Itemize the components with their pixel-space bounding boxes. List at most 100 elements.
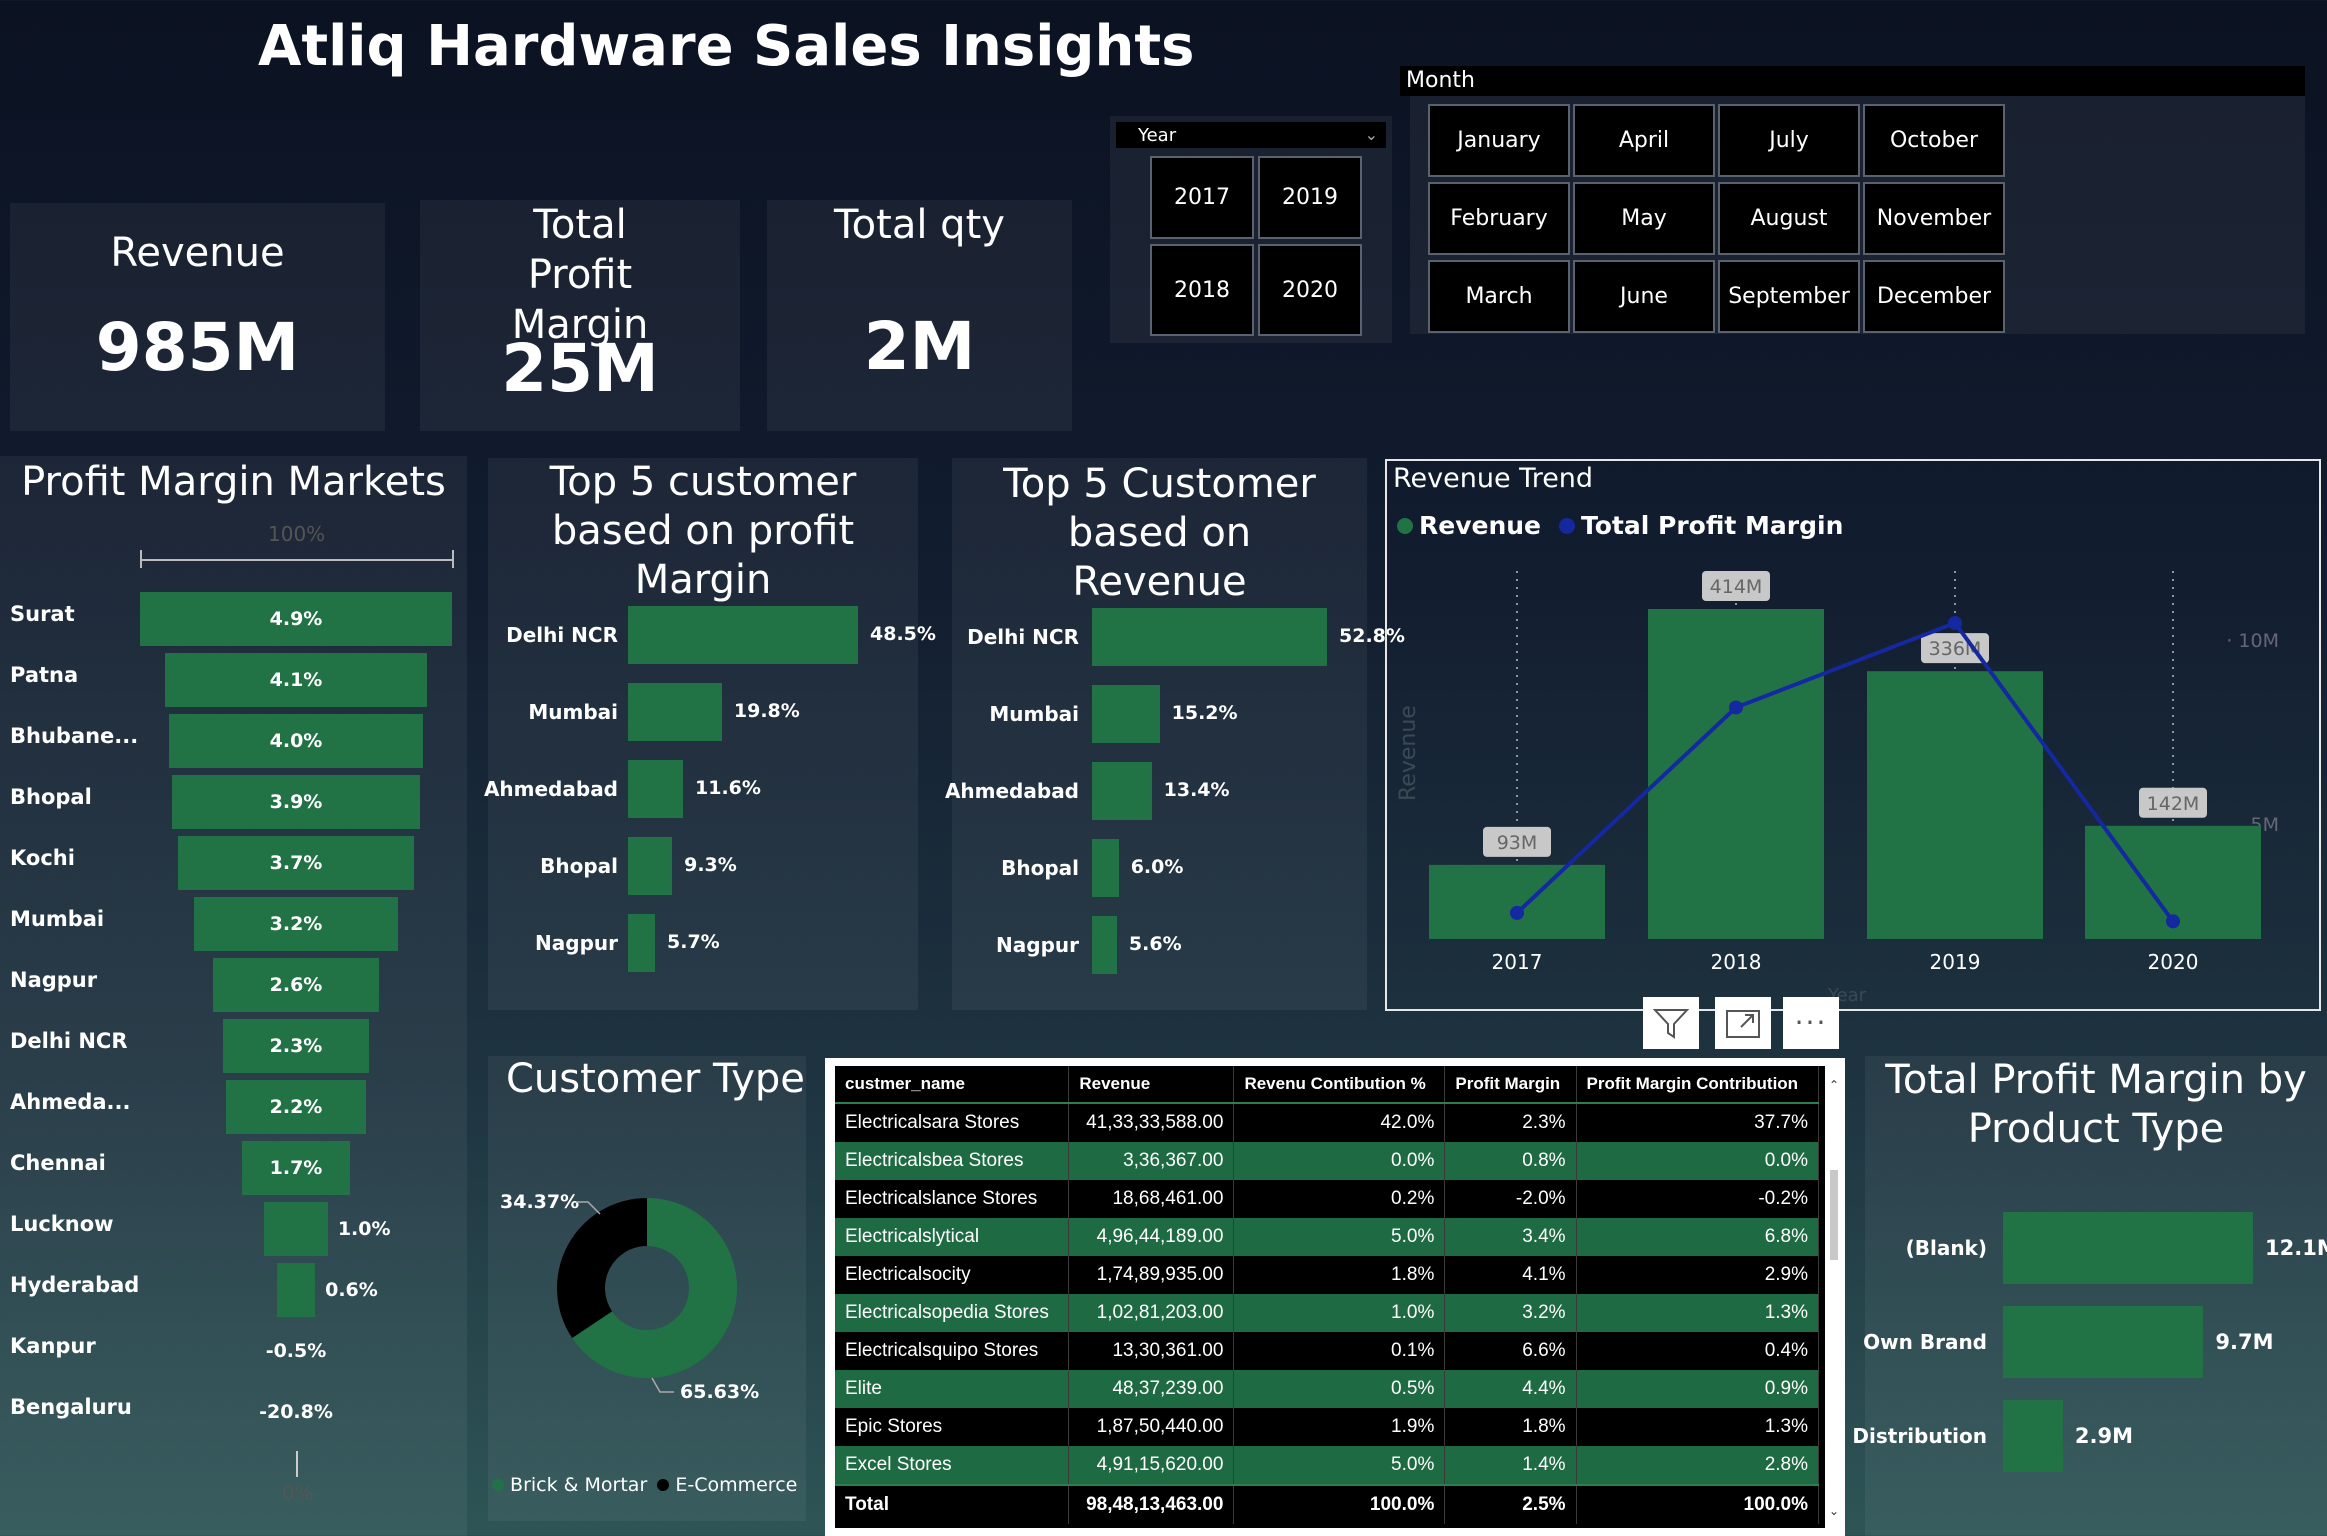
bar[interactable] xyxy=(1092,916,1117,974)
bar[interactable] xyxy=(178,836,414,890)
category-label: Kochi xyxy=(10,846,75,870)
column-header[interactable]: Revenu Contibution % xyxy=(1233,1066,1446,1104)
data-label: 5.7% xyxy=(667,931,720,953)
filter-button[interactable] xyxy=(1643,997,1699,1049)
x-tick-label: 2019 xyxy=(1930,950,1981,974)
scrollbar-thumb[interactable] xyxy=(1830,1170,1838,1260)
table-row[interactable]: Electricalslance Stores 18,68,461.00 0.2% -… xyxy=(835,1180,1820,1218)
year-option[interactable]: 2019 xyxy=(1258,156,1362,239)
bar[interactable] xyxy=(628,606,858,664)
column-header[interactable]: Profit Margin xyxy=(1444,1066,1577,1104)
table-row[interactable]: Electricalsquipo Stores 13,30,361.00 0.1% 6… xyxy=(835,1332,1820,1370)
bar[interactable] xyxy=(225,1080,367,1134)
category-label: Nagpur xyxy=(10,968,98,992)
top5-revenue-panel: Top 5 Customer based on Revenue Delhi NC… xyxy=(945,458,1405,1010)
bar[interactable] xyxy=(2003,1212,2253,1284)
bar[interactable] xyxy=(1092,762,1152,820)
bar[interactable] xyxy=(171,775,421,829)
category-label: Bhopal xyxy=(10,785,92,809)
table-row[interactable]: Electricalsbea Stores 3,36,367.00 0.0% 0.8%… xyxy=(835,1142,1820,1180)
month-option[interactable]: October xyxy=(1863,104,2005,177)
category-label: Bengaluru xyxy=(10,1395,132,1419)
bar[interactable] xyxy=(628,837,673,895)
table-cell: 0.8% xyxy=(1444,1142,1577,1180)
data-label: 13.4% xyxy=(1163,779,1230,801)
bar[interactable] xyxy=(2003,1400,2063,1472)
scroll-up-arrow[interactable]: ⌃ xyxy=(1828,1078,1840,1092)
month-option[interactable]: November xyxy=(1863,182,2005,255)
bar[interactable] xyxy=(140,592,452,646)
table-row[interactable]: Electricalslytical 4,96,44,189.00 5.0% 3.4%… xyxy=(835,1218,1820,1256)
table-cell: 2.9% xyxy=(1576,1256,1820,1294)
data-label: -0.5% xyxy=(265,1340,327,1362)
table-row[interactable]: Electricalsopedia Stores 1,02,81,203.00 1.… xyxy=(835,1294,1820,1332)
month-option[interactable]: August xyxy=(1718,182,1860,255)
category-label: Hyderabad xyxy=(10,1273,140,1297)
column-header[interactable]: Revenue xyxy=(1068,1066,1235,1104)
legend: Brick & Mortar E-Commerce xyxy=(492,1474,797,1496)
bar[interactable] xyxy=(165,653,427,707)
table-row[interactable]: Electricalsocity 1,74,89,935.00 1.8% 4.1% 2.… xyxy=(835,1256,1820,1294)
category-label: Surat xyxy=(10,602,75,626)
category-label: Bhubane... xyxy=(10,724,139,748)
bar[interactable] xyxy=(628,914,656,972)
data-label: 2.9M xyxy=(2074,1424,2134,1448)
month-option[interactable]: January xyxy=(1428,104,1570,177)
year-option[interactable]: 2018 xyxy=(1150,244,1254,336)
column-header[interactable]: custmer_name xyxy=(835,1066,1070,1104)
month-option[interactable]: March xyxy=(1428,260,1570,333)
table-row[interactable]: Excel Stores 4,91,15,620.00 5.0% 1.4% 2.8% xyxy=(835,1446,1820,1485)
table-row[interactable]: Electricalsara Stores 41,33,33,588.00 42.0… xyxy=(835,1103,1820,1142)
table-row[interactable]: Epic Stores 1,87,50,440.00 1.9% 1.8% 1.3% xyxy=(835,1408,1820,1446)
data-label: -20.8% xyxy=(259,1401,333,1423)
legend-brick: Brick & Mortar xyxy=(510,1474,648,1496)
focus-mode-button[interactable] xyxy=(1715,997,1771,1049)
table-cell: 41,33,33,588.00 xyxy=(1068,1103,1235,1142)
month-option[interactable]: September xyxy=(1718,260,1860,333)
bar[interactable] xyxy=(222,1019,370,1073)
table-row[interactable]: Elite 48,37,239.00 0.5% 4.4% 0.9% xyxy=(835,1370,1820,1408)
data-label: 2.2% xyxy=(269,1096,323,1118)
table-cell: 1.3% xyxy=(1576,1294,1820,1332)
chevron-down-icon[interactable]: ⌄ xyxy=(1364,125,1378,144)
bar[interactable] xyxy=(628,683,722,741)
data-label-box xyxy=(1483,826,1551,857)
table-cell: 2.3% xyxy=(1444,1103,1577,1142)
more-options-button[interactable]: ··· xyxy=(1783,997,1839,1049)
data-label: 11.6% xyxy=(695,777,761,799)
bar[interactable] xyxy=(168,714,424,768)
customer-type-panel: Customer Type 34.37% 65.63% Brick & Morta… xyxy=(488,1056,806,1521)
month-option[interactable]: June xyxy=(1573,260,1715,333)
category-label: Ahmeda... xyxy=(10,1090,131,1114)
year-slicer-header[interactable]: Year ⌄ xyxy=(1116,122,1386,148)
data-label: 2.3% xyxy=(269,1035,323,1057)
bar[interactable] xyxy=(213,958,379,1012)
year-option[interactable]: 2020 xyxy=(1258,244,1362,336)
bar[interactable] xyxy=(276,1263,316,1317)
axis-bracket-line xyxy=(140,559,452,561)
bar[interactable] xyxy=(2003,1306,2204,1378)
bar[interactable] xyxy=(264,1202,328,1256)
x-tick-label: 2020 xyxy=(2148,950,2199,974)
axis-top-label: 100% xyxy=(268,522,326,546)
month-option[interactable]: July xyxy=(1718,104,1860,177)
scrollbar[interactable]: ⌃ ⌄ xyxy=(1827,1078,1841,1518)
bar[interactable] xyxy=(1092,608,1327,666)
data-label: 48.5% xyxy=(870,623,936,645)
column-header[interactable]: Profit Margin Contribution xyxy=(1576,1066,1820,1104)
table-cell: 5.0% xyxy=(1233,1218,1446,1256)
bar[interactable] xyxy=(1092,839,1119,897)
table-cell: Electricalsocity xyxy=(835,1256,1070,1294)
more-options-icon: ··· xyxy=(1794,1006,1828,1039)
bar[interactable] xyxy=(194,897,398,951)
month-option[interactable]: April xyxy=(1573,104,1715,177)
scroll-down-arrow[interactable]: ⌄ xyxy=(1828,1504,1840,1518)
bar[interactable] xyxy=(628,760,683,818)
month-option[interactable]: February xyxy=(1428,182,1570,255)
year-option[interactable]: 2017 xyxy=(1150,156,1254,239)
bar[interactable] xyxy=(241,1141,351,1195)
month-option[interactable]: May xyxy=(1573,182,1715,255)
bar[interactable] xyxy=(1092,685,1160,743)
month-option[interactable]: December xyxy=(1863,260,2005,333)
